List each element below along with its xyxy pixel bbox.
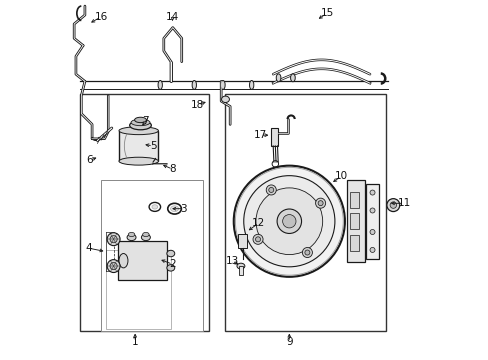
Ellipse shape xyxy=(249,81,253,89)
Circle shape xyxy=(282,215,295,228)
Circle shape xyxy=(110,235,117,243)
Ellipse shape xyxy=(290,74,295,82)
Ellipse shape xyxy=(237,263,244,269)
Text: 4: 4 xyxy=(85,243,92,253)
Bar xyxy=(349,235,358,251)
Ellipse shape xyxy=(141,234,150,240)
Circle shape xyxy=(252,234,263,244)
Bar xyxy=(118,241,166,280)
Circle shape xyxy=(107,260,120,273)
Ellipse shape xyxy=(152,205,158,209)
Ellipse shape xyxy=(131,119,150,126)
Bar xyxy=(224,94,386,330)
Ellipse shape xyxy=(158,81,162,89)
Text: 15: 15 xyxy=(320,8,333,18)
Circle shape xyxy=(233,166,344,277)
Ellipse shape xyxy=(192,81,196,89)
Bar xyxy=(238,266,243,275)
Ellipse shape xyxy=(134,117,146,123)
Ellipse shape xyxy=(142,232,149,237)
Bar xyxy=(346,180,364,262)
Circle shape xyxy=(268,188,273,193)
Bar xyxy=(271,128,277,146)
Bar xyxy=(349,213,358,229)
Ellipse shape xyxy=(149,202,160,211)
Circle shape xyxy=(315,198,325,208)
Text: 8: 8 xyxy=(169,164,176,174)
Circle shape xyxy=(110,262,117,270)
Circle shape xyxy=(277,209,301,234)
Ellipse shape xyxy=(276,74,280,82)
Circle shape xyxy=(369,229,374,234)
Text: 6: 6 xyxy=(86,155,93,165)
Text: 10: 10 xyxy=(334,171,347,181)
Text: 14: 14 xyxy=(166,12,179,22)
Ellipse shape xyxy=(221,81,224,89)
Circle shape xyxy=(107,233,120,246)
Bar xyxy=(238,234,246,248)
Bar xyxy=(349,192,358,208)
Circle shape xyxy=(255,188,322,255)
Text: 9: 9 xyxy=(285,337,292,347)
Ellipse shape xyxy=(129,121,151,130)
Ellipse shape xyxy=(128,232,135,237)
Circle shape xyxy=(318,201,323,206)
Circle shape xyxy=(243,176,334,267)
Circle shape xyxy=(369,247,374,252)
Bar xyxy=(101,180,203,330)
Text: 3: 3 xyxy=(180,204,186,214)
Ellipse shape xyxy=(119,253,128,268)
Circle shape xyxy=(386,199,399,212)
Text: 17: 17 xyxy=(253,130,267,140)
Circle shape xyxy=(302,248,312,257)
Circle shape xyxy=(304,250,309,255)
Text: 13: 13 xyxy=(225,256,238,266)
Text: 16: 16 xyxy=(94,12,107,22)
Circle shape xyxy=(265,185,276,195)
Bar xyxy=(80,94,208,330)
Circle shape xyxy=(389,202,396,208)
Circle shape xyxy=(369,190,374,195)
Text: 18: 18 xyxy=(191,100,204,110)
Circle shape xyxy=(369,208,374,213)
Ellipse shape xyxy=(119,127,158,135)
Text: 2: 2 xyxy=(169,259,176,269)
Bar xyxy=(365,184,379,259)
Bar xyxy=(119,131,158,161)
Ellipse shape xyxy=(170,206,178,212)
Ellipse shape xyxy=(166,250,174,257)
Circle shape xyxy=(255,237,260,242)
Bar xyxy=(106,250,171,329)
Ellipse shape xyxy=(166,265,174,271)
Text: 12: 12 xyxy=(252,218,265,228)
Text: 1: 1 xyxy=(132,337,138,347)
Ellipse shape xyxy=(119,157,158,165)
Text: 7: 7 xyxy=(142,116,149,126)
Text: 11: 11 xyxy=(397,198,410,208)
Ellipse shape xyxy=(221,96,229,103)
Ellipse shape xyxy=(127,234,136,240)
Text: 5: 5 xyxy=(149,141,156,151)
Ellipse shape xyxy=(167,203,181,214)
